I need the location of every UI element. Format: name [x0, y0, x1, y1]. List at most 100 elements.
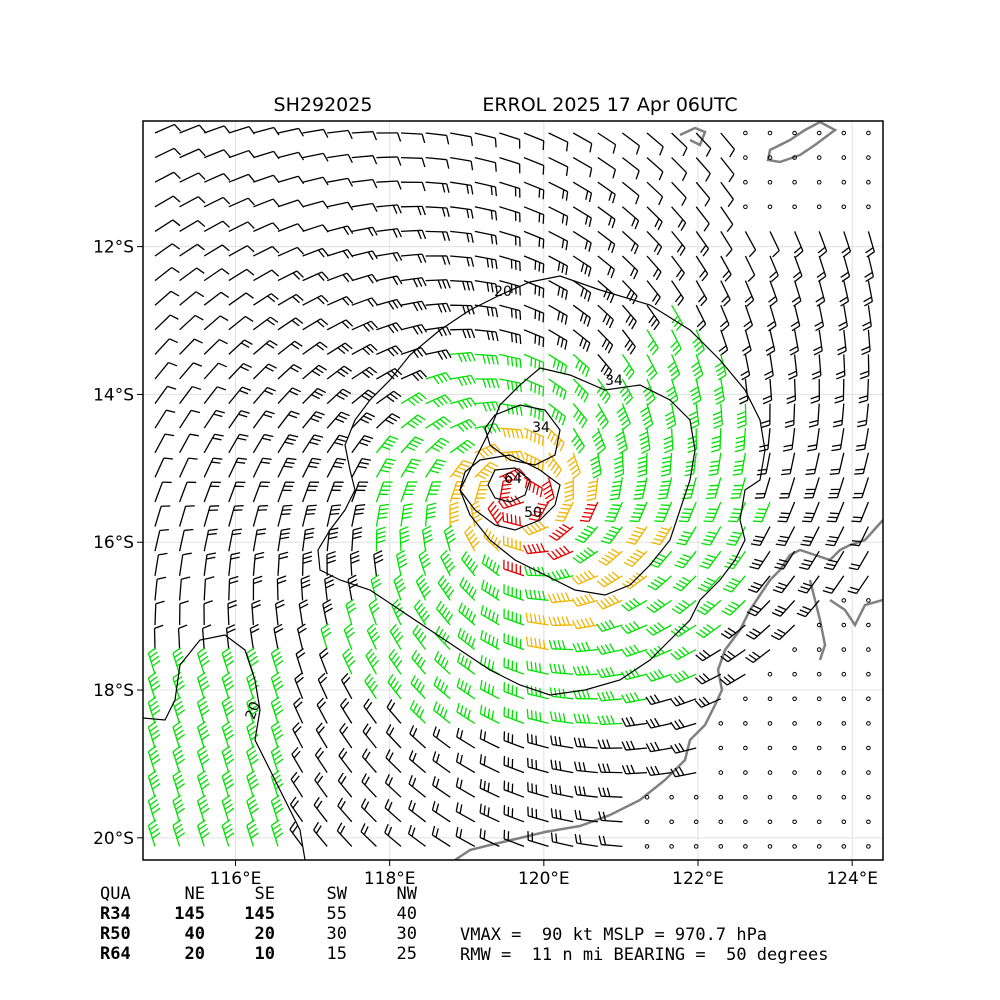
- wind-barb: [249, 623, 260, 650]
- wind-barb: [547, 427, 565, 452]
- wind-barb: [596, 643, 623, 655]
- wind-barb: [302, 128, 329, 138]
- wind-barb: [597, 329, 614, 354]
- wind-barb: [154, 481, 172, 503]
- calm-wind-marker: [792, 745, 797, 751]
- wind-barb: [572, 132, 593, 153]
- wind-barb: [600, 526, 623, 545]
- wind-barb: [823, 550, 845, 571]
- wind-barb: [425, 132, 450, 145]
- wind-barb: [694, 696, 722, 708]
- wind-barb: [409, 700, 427, 724]
- calm-wind-marker: [767, 155, 773, 160]
- wind-barb: [337, 797, 353, 823]
- wind-barb: [228, 292, 254, 306]
- coastline-peninsula: [808, 579, 883, 661]
- wind-barb: [815, 280, 826, 307]
- wind-barb: [808, 403, 820, 428]
- wind-barb: [228, 149, 255, 159]
- wind-barb: [646, 206, 663, 231]
- wind-barb: [252, 575, 263, 601]
- wind-barb: [571, 593, 598, 607]
- wind-barb: [633, 477, 648, 500]
- wind-barb: [313, 797, 328, 823]
- wind-barb: [503, 657, 525, 675]
- wind-barb: [554, 501, 574, 522]
- wind-barb: [769, 255, 779, 283]
- wind-barb: [400, 277, 427, 288]
- wind-barb: [671, 181, 687, 207]
- wind-barb: [252, 410, 275, 429]
- wind-barb: [719, 304, 730, 332]
- wind-barb: [425, 156, 450, 169]
- wind-barb: [400, 132, 426, 144]
- wind-barb: [179, 219, 206, 232]
- wind-barb: [253, 174, 280, 183]
- wind-barb: [277, 434, 299, 454]
- wind-barb: [203, 528, 218, 552]
- wind-barb: [838, 305, 848, 332]
- wind-barb: [302, 176, 329, 186]
- wind-barb: [722, 575, 746, 593]
- wind-barb: [474, 206, 498, 221]
- wind-barb: [480, 630, 500, 651]
- wind-barb: [203, 505, 220, 527]
- wind-barb: [179, 148, 206, 159]
- wind-barb: [789, 329, 800, 356]
- contour-64: [487, 467, 531, 503]
- wind-barb: [154, 266, 180, 282]
- wind-barb: [179, 433, 199, 454]
- wind-barb: [864, 255, 875, 283]
- wind-barb: [196, 721, 210, 749]
- wind-barb: [179, 409, 201, 429]
- wind-barb: [743, 304, 754, 332]
- wind-barb: [314, 772, 328, 798]
- wind-barb: [621, 692, 648, 704]
- wind-barb: [805, 452, 820, 476]
- wind-barb: [629, 501, 648, 523]
- wind-barb: [147, 770, 161, 798]
- calm-wind-marker: [866, 130, 871, 136]
- wind-barb: [527, 782, 549, 798]
- wind-barb: [572, 641, 598, 653]
- wind-barb: [848, 550, 869, 571]
- calm-wind-marker: [792, 204, 797, 210]
- wind-barb: [597, 132, 617, 154]
- calm-wind-marker: [841, 794, 847, 800]
- wind-barb: [425, 416, 452, 431]
- wind-barb: [400, 229, 427, 240]
- wind-barb: [730, 477, 747, 499]
- wind-barb: [252, 504, 269, 527]
- wind-barb: [376, 322, 403, 334]
- wind-barb: [154, 385, 177, 404]
- wind-barb: [575, 525, 599, 544]
- wind-barb: [810, 378, 821, 404]
- wind-barb: [320, 623, 332, 650]
- wind-barb: [154, 195, 181, 208]
- calm-wind-marker: [841, 696, 847, 702]
- wind-barb: [718, 329, 729, 356]
- contour-label: 20: [243, 700, 264, 722]
- wind-barb: [596, 666, 623, 679]
- wind-barb: [326, 388, 352, 405]
- wind-barb: [770, 624, 796, 641]
- wind-barb: [479, 803, 500, 823]
- wind-barb: [425, 302, 452, 313]
- wind-barb: [314, 747, 328, 773]
- wind-barb: [695, 132, 712, 157]
- wind-barb: [526, 757, 549, 774]
- wind-barbs: [147, 123, 875, 849]
- wind-barb: [598, 787, 623, 798]
- wind-barb: [616, 403, 631, 430]
- wind-barb: [221, 770, 235, 798]
- wind-barb: [326, 434, 349, 454]
- wind-barb: [179, 172, 206, 183]
- wind-barb: [172, 770, 186, 798]
- wind-barb: [370, 574, 382, 601]
- wind-barb: [548, 304, 568, 325]
- wind-barb: [196, 770, 210, 798]
- calm-wind-marker: [792, 671, 797, 677]
- wind-barb: [408, 775, 427, 798]
- coastline-mainland: [454, 519, 883, 860]
- wind-barb: [620, 644, 648, 657]
